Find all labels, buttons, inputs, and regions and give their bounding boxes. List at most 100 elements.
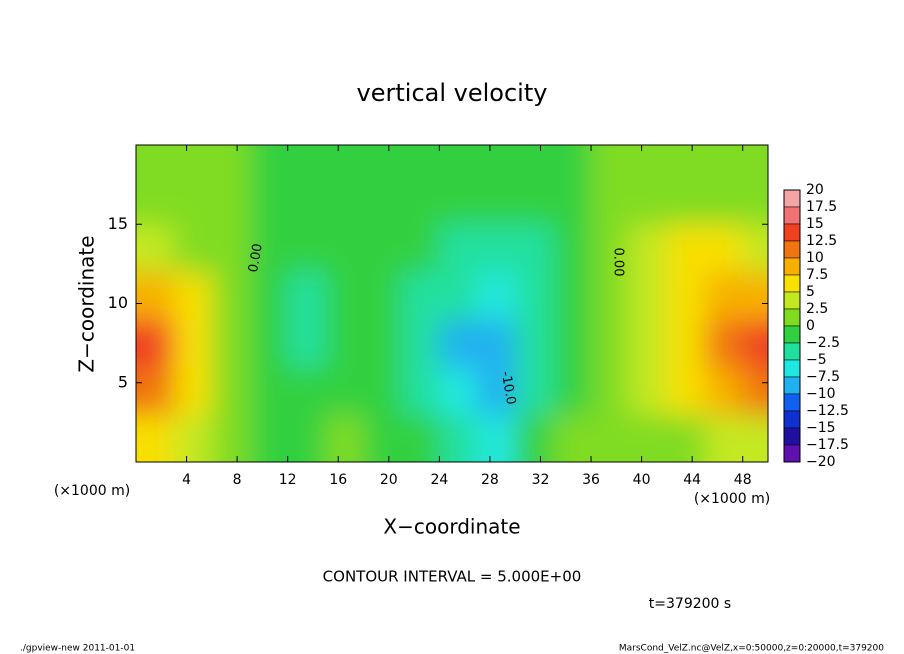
field [136,145,768,462]
colorbar-label: 10 [806,250,824,266]
x-tick-label: 20 [380,472,398,488]
cell [439,366,478,415]
cell [287,145,327,178]
cell [287,176,327,225]
cell [477,224,516,273]
cell [211,366,251,415]
cell [211,224,251,273]
colorbar-label: 7.5 [806,267,828,283]
cell [325,414,365,462]
cell [325,176,365,225]
x-tick-label: 32 [532,472,550,488]
colorbar-label: 12.5 [806,233,837,249]
x-tick-label: 48 [734,472,752,488]
colorbar-box [783,291,801,310]
colorbar-box [783,427,801,446]
cell [173,319,213,368]
colorbar-label: 15 [806,216,824,232]
colorbar-box [783,240,801,259]
time-label: t=379200 s [649,596,731,612]
cell [249,145,289,178]
cell [249,176,289,225]
cell [742,224,768,273]
cell [591,366,630,415]
cell [477,414,516,462]
cell [325,224,365,273]
colorbar-box [783,393,801,412]
colorbar-label: 2.5 [806,301,828,317]
cell [363,271,402,320]
cell [704,414,744,462]
cell [287,414,327,462]
colorbar-box [783,257,801,276]
colorbar-label: −12.5 [806,403,849,419]
cell [666,145,706,178]
cell [401,224,440,273]
cell [249,319,289,368]
footer-right: MarsCond_VelZ.nc@VelZ,x=0:50000,z=0:2000… [619,644,884,654]
colorbar-box [783,223,801,242]
colorbar-box [783,308,801,327]
cell [136,271,175,320]
cell [742,319,768,368]
cell [628,366,668,415]
cell [439,271,478,320]
cell [363,176,402,225]
cell [173,366,213,415]
x-tick-label: 44 [683,472,701,488]
cell [211,145,251,178]
cell [325,366,365,415]
cell [515,176,554,225]
cell [477,319,516,368]
contour-label: -10.0 [498,370,519,406]
contour-label: 0.00 [246,242,266,273]
colorbar-label: −7.5 [806,369,840,385]
contour-interval: CONTOUR INTERVAL = 5.000E+00 [323,568,582,586]
colorbar-label: −15 [806,420,836,436]
colorbar-label: 0 [806,318,815,334]
cell [477,366,516,415]
cell [628,224,668,273]
cell [553,319,592,368]
colorbar-frame [783,189,801,463]
cell [666,271,706,320]
cell [325,319,365,368]
cell [173,145,213,178]
x-tick-label: 24 [430,472,448,488]
cell [553,176,592,225]
cell [704,145,744,178]
cell [439,145,478,178]
cell [515,271,554,320]
cell [477,271,516,320]
cell [363,224,402,273]
cell [173,176,213,225]
colorbar-label: −2.5 [806,335,840,351]
cell [628,145,668,178]
cell [211,176,251,225]
x-unit: (×1000 m) [694,491,770,507]
cell [136,224,175,273]
cell [136,414,175,462]
cell [211,414,251,462]
cell [439,176,478,225]
chart-title: vertical velocity [357,79,548,107]
cell [553,366,592,415]
cell [628,319,668,368]
cell [591,319,630,368]
cell [363,366,402,415]
colorbar-box [783,325,801,344]
cell [628,176,668,225]
colorbar-label: 17.5 [806,199,837,215]
cell [591,414,630,462]
cell [211,271,251,320]
cell [742,366,768,415]
cell [704,176,744,225]
cell [287,319,327,368]
cell [401,319,440,368]
cell [136,176,175,225]
cell [628,271,668,320]
cell [742,271,768,320]
x-tick-label: 12 [279,472,297,488]
cell [363,319,402,368]
